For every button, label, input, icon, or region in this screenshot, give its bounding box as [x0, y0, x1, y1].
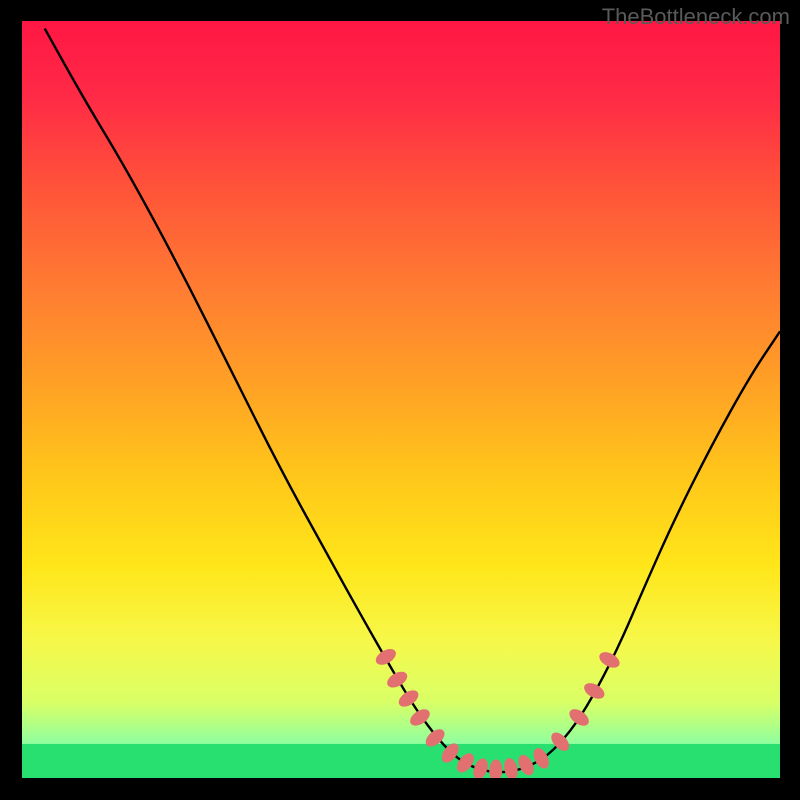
- plot-background: [22, 21, 780, 778]
- bottleneck-chart: [0, 0, 800, 800]
- watermark-text: TheBottleneck.com: [602, 4, 790, 30]
- green-band: [22, 744, 780, 778]
